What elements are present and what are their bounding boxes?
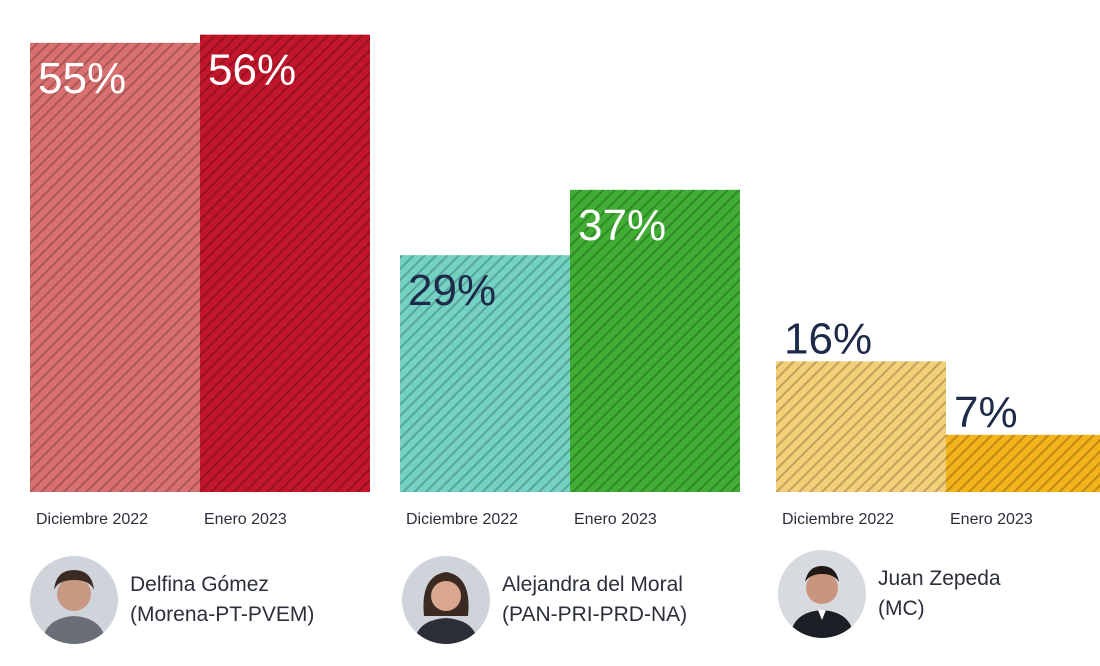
candidate-2-name: Alejandra del Moral bbox=[502, 573, 683, 596]
candidate-2-party: (PAN-PRI-PRD-NA) bbox=[502, 603, 688, 626]
avatar-3-icon bbox=[778, 550, 866, 638]
value-label-2-1: 29% bbox=[408, 266, 496, 315]
value-label-1-1: 55% bbox=[38, 54, 126, 103]
candidate-3: Juan Zepeda (MC) bbox=[778, 550, 1001, 638]
bar-3-1 bbox=[776, 361, 946, 492]
category-label-3-1: Diciembre 2022 bbox=[782, 511, 894, 528]
candidate-1-name: Delfina Gómez bbox=[130, 573, 269, 596]
category-label-2-2: Enero 2023 bbox=[574, 511, 657, 528]
category-label-1-1: Diciembre 2022 bbox=[36, 511, 148, 528]
category-label-1-2: Enero 2023 bbox=[204, 511, 287, 528]
bar-1-2 bbox=[200, 34, 370, 493]
candidate-1-party: (Morena-PT-PVEM) bbox=[130, 603, 315, 626]
bar-1-1 bbox=[30, 42, 200, 492]
category-label-2-1: Diciembre 2022 bbox=[406, 511, 518, 528]
bar-3-2 bbox=[946, 434, 1100, 492]
category-label-3-2: Enero 2023 bbox=[950, 511, 1033, 528]
value-label-3-1: 16% bbox=[784, 314, 872, 363]
candidate-3-party: (MC) bbox=[878, 597, 925, 620]
candidate-1: Delfina Gómez (Morena-PT-PVEM) bbox=[30, 556, 314, 644]
value-label-1-2: 56% bbox=[208, 46, 296, 95]
avatar-2-icon bbox=[402, 556, 490, 644]
candidate-2: Alejandra del Moral (PAN-PRI-PRD-NA) bbox=[402, 556, 687, 644]
avatar-1-icon bbox=[30, 556, 118, 644]
bar-2-1 bbox=[400, 255, 570, 492]
value-label-2-2: 37% bbox=[578, 201, 666, 250]
bar-2-2 bbox=[570, 189, 740, 493]
candidate-3-name: Juan Zepeda bbox=[878, 567, 1001, 590]
value-label-3-2: 7% bbox=[954, 388, 1018, 437]
